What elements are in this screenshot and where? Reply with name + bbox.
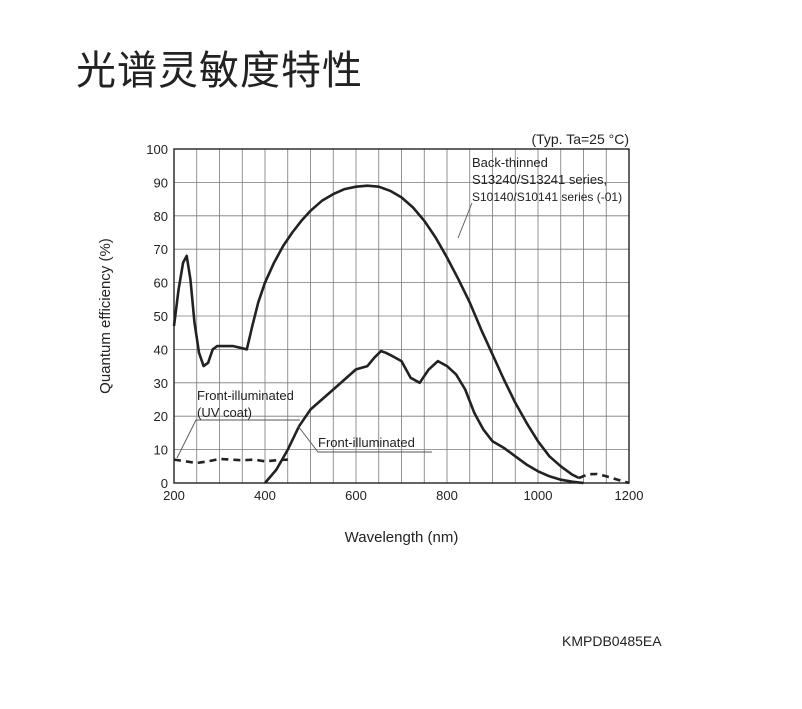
x-tick-label: 600 — [345, 488, 367, 503]
x-tick-label: 800 — [436, 488, 458, 503]
annotation: Back-thinned S13240/S13241 series, S10140/… — [457, 155, 622, 239]
y-tick-label: 50 — [154, 309, 168, 324]
y-tick-label: 90 — [154, 175, 168, 190]
y-tick-label: 100 — [146, 142, 168, 157]
y-tick-label: 80 — [154, 209, 168, 224]
annotation-text: (UV coat) — [197, 405, 252, 420]
chart-annotations: Back-thinned S13240/S13241 series, S10140/… — [176, 155, 622, 459]
annotation-text: S10140/S10141 series (-01) — [472, 190, 622, 204]
annotation-leader-line — [297, 425, 432, 453]
annotation-text: S13240/S13241 series, — [472, 172, 607, 187]
annotation-leader-line — [176, 419, 300, 459]
plot-frame — [173, 148, 630, 484]
series-line — [578, 472, 630, 485]
document-code: KMPDB0485EA — [562, 633, 662, 649]
annotation: Front-illuminated (UV coat) — [176, 388, 300, 459]
y-tick-label: 0 — [161, 476, 168, 491]
annotation-text: Front-illuminated — [197, 388, 294, 403]
x-tick-label: 400 — [254, 488, 276, 503]
series-line — [264, 349, 584, 485]
chart-grid — [174, 149, 629, 483]
series-line — [172, 184, 580, 480]
x-axis-label: Wavelength (nm) — [345, 529, 459, 546]
chart-series — [172, 184, 630, 485]
x-tick-label: 1000 — [524, 488, 553, 503]
x-tick-label: 200 — [163, 488, 185, 503]
y-tick-label: 70 — [154, 242, 168, 257]
x-tick-label: 1200 — [615, 488, 644, 503]
annotation-text: Back-thinned — [472, 155, 548, 170]
page-title: 光谱灵敏度特性 — [76, 48, 363, 94]
y-tick-label: 60 — [154, 276, 168, 291]
y-tick-label: 40 — [154, 342, 168, 357]
y-axis-label: Quantum efficiency (%) — [97, 238, 114, 394]
annotation-text: Front-illuminated — [318, 435, 415, 450]
y-tick-label: 10 — [154, 443, 168, 458]
y-tick-label: 30 — [154, 376, 168, 391]
chart-axes: 200 400 600 800 1000 1200 0 10 20 30 40 50 60 70 80 90 1… — [97, 131, 643, 546]
annotation-leader-line — [457, 202, 473, 239]
annotation: Front-illuminated — [297, 425, 432, 453]
y-tick-label: 20 — [154, 409, 168, 424]
condition-note: (Typ. Ta=25 °C) — [531, 131, 629, 147]
